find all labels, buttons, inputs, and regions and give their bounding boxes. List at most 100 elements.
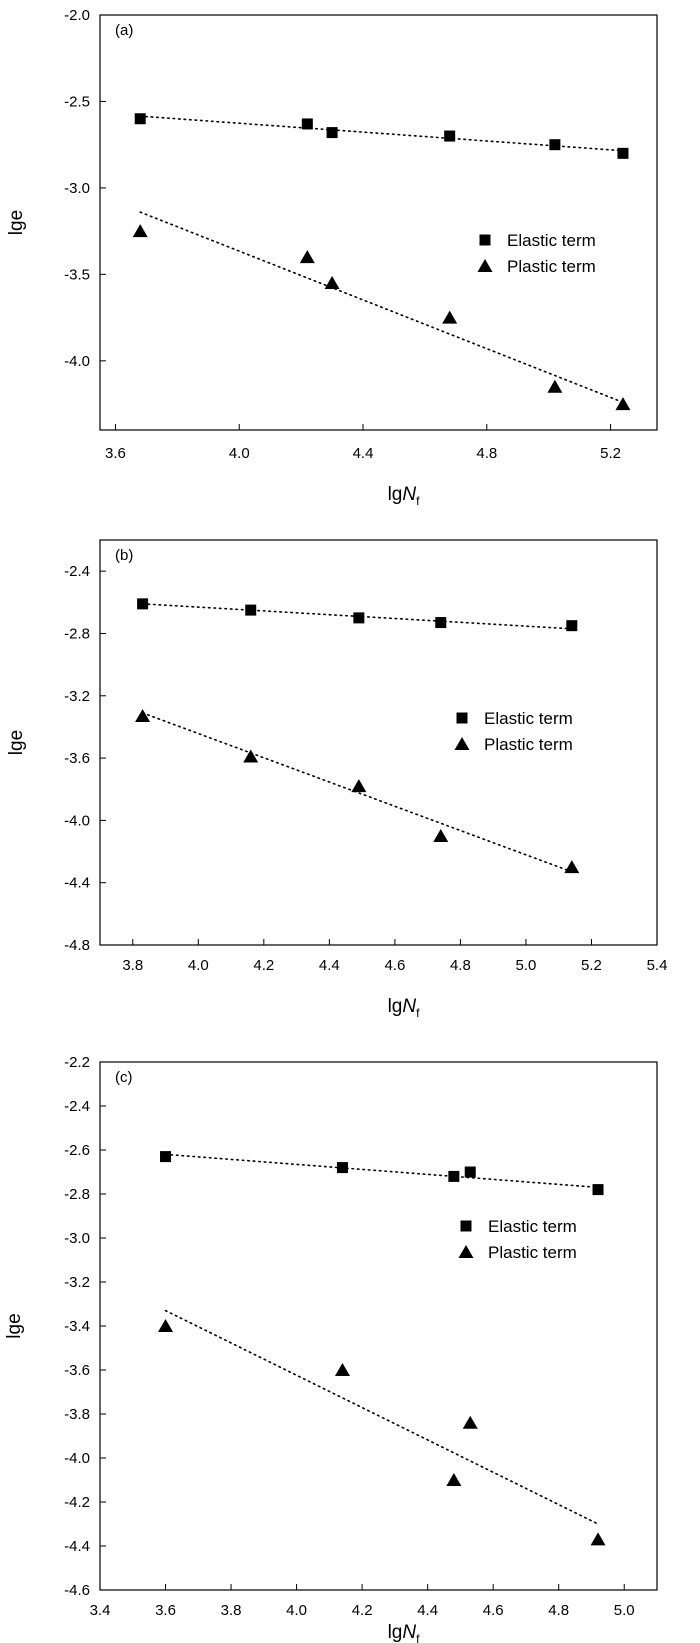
- trend-line-elastic: [139, 115, 624, 152]
- plastic-point: [158, 1319, 174, 1332]
- y-tick-label: -3.5: [64, 266, 90, 283]
- y-axis-title: lge: [4, 1313, 25, 1338]
- plastic-point: [462, 1415, 478, 1429]
- legend-label: Elastic term: [507, 231, 596, 250]
- elastic-point: [435, 617, 447, 629]
- x-tick-label: 4.2: [253, 957, 274, 974]
- y-tick-label: -2.4: [64, 563, 90, 580]
- y-tick-label: -2.2: [64, 1054, 90, 1071]
- elastic-point: [549, 139, 561, 151]
- y-tick-label: -4.0: [64, 353, 90, 370]
- elastic-point: [617, 147, 629, 159]
- legend: Elastic term Plastic term: [458, 1217, 577, 1262]
- chart-panel-1: 3.6 4.0 4.4 4.8 5.2 -2.0 -2.5 -3.0 -3.5 -4.0 (a) lg…: [6, 7, 658, 508]
- legend-label: Elastic term: [484, 709, 573, 728]
- plastic-point: [433, 828, 449, 842]
- x-axis-title-subscript: f: [416, 494, 420, 508]
- x-axis-title-subscript: f: [416, 1006, 420, 1020]
- y-tick-label: -2.0: [64, 7, 90, 24]
- x-tick-label: 4.6: [483, 1602, 504, 1619]
- x-tick-label: 3.8: [221, 1602, 242, 1619]
- x-tick-label: 5.2: [581, 957, 602, 974]
- elastic-point: [353, 612, 365, 624]
- x-tick-label: 5.0: [614, 1602, 635, 1619]
- y-tick-label: -2.4: [64, 1098, 90, 1115]
- y-tick-label: -4.4: [64, 1538, 90, 1555]
- x-tick-label: 4.4: [417, 1602, 438, 1619]
- x-axis-title: lgNf: [388, 484, 421, 508]
- y-tick-label: -2.6: [64, 1142, 90, 1159]
- y-tick-label: -4.6: [64, 1582, 90, 1599]
- y-tick-label: -3.4: [64, 1318, 90, 1335]
- x-tick-label: 4.6: [384, 957, 405, 974]
- y-tick-label: -4.8: [64, 937, 90, 954]
- x-tick-label: 3.6: [105, 445, 126, 462]
- elastic-point: [160, 1151, 172, 1163]
- elastic-point: [566, 620, 578, 632]
- elastic-point: [592, 1184, 604, 1196]
- y-tick-label: -4.0: [64, 1450, 90, 1467]
- plot-frame: [99, 14, 658, 431]
- y-tick-label: -3.0: [64, 1230, 90, 1247]
- plastic-point: [442, 310, 458, 324]
- x-axis-title: lgNf: [388, 996, 421, 1020]
- x-tick-label: 3.8: [122, 957, 143, 974]
- plastic-point: [547, 379, 563, 393]
- y-axis-title: lge: [6, 210, 27, 235]
- x-axis-title-prefix: lg: [388, 1622, 403, 1643]
- elastic-point: [444, 130, 456, 142]
- legend-label: Elastic term: [488, 1217, 577, 1236]
- y-tick-label: -3.8: [64, 1406, 90, 1423]
- legend: Elastic term Plastic term: [454, 709, 573, 754]
- x-tick-label: 4.4: [319, 957, 340, 974]
- x-tick-label: 3.4: [90, 1602, 111, 1619]
- elastic-point: [301, 118, 313, 130]
- y-tick-label: -2.5: [64, 93, 90, 110]
- x-axis-title-italic: N: [402, 484, 416, 505]
- plastic-point: [334, 1363, 350, 1376]
- y-tick-label: -2.8: [64, 625, 90, 642]
- y-axis-title: lge: [6, 730, 27, 755]
- x-tick-label: 4.8: [476, 445, 497, 462]
- x-tick-label: 5.2: [600, 445, 621, 462]
- elastic-point: [448, 1170, 460, 1182]
- panel-label: (a): [115, 22, 133, 39]
- trend-line-plastic: [164, 1309, 599, 1525]
- legend-triangle-marker: [458, 1245, 474, 1258]
- x-tick-label: 4.8: [548, 1602, 569, 1619]
- y-tick-label: -3.6: [64, 750, 90, 767]
- elastic-point: [137, 598, 149, 610]
- x-axis-title-italic: N: [402, 996, 416, 1017]
- plastic-point: [615, 397, 631, 411]
- plot-frame: [99, 539, 658, 946]
- plastic-point: [446, 1473, 462, 1486]
- panel-label: (b): [115, 547, 133, 564]
- elastic-point: [134, 113, 146, 125]
- x-tick-label: 3.6: [155, 1602, 176, 1619]
- plastic-point: [324, 276, 340, 290]
- x-tick-label: 4.0: [229, 445, 250, 462]
- y-tick-label: -2.8: [64, 1186, 90, 1203]
- x-tick-label: 4.8: [450, 957, 471, 974]
- x-axis-title-subscript: f: [416, 1632, 420, 1643]
- x-tick-label: 4.4: [353, 445, 374, 462]
- legend-square-marker: [456, 712, 468, 724]
- legend-square-marker: [479, 234, 491, 246]
- trend-line-plastic: [139, 211, 624, 404]
- elastic-point: [245, 604, 257, 616]
- plastic-point: [299, 250, 315, 264]
- elastic-point: [326, 127, 338, 139]
- x-tick-label: 4.0: [286, 1602, 307, 1619]
- legend-label: Plastic term: [488, 1243, 577, 1262]
- y-tick-label: -3.2: [64, 1274, 90, 1291]
- plastic-point: [243, 749, 259, 763]
- chart-panel-3: 3.4 3.6 3.8 4.0 4.2 4.4 4.6 4.8 5.0 -2.2 -2.4 -2.6 -…: [4, 1054, 658, 1643]
- x-tick-label: 5.0: [516, 957, 537, 974]
- plot-frame: [99, 1061, 658, 1591]
- legend-triangle-marker: [477, 259, 493, 272]
- legend-label: Plastic term: [507, 257, 596, 276]
- y-tick-label: -4.2: [64, 1494, 90, 1511]
- plastic-point: [135, 709, 151, 723]
- plastic-point: [564, 860, 580, 874]
